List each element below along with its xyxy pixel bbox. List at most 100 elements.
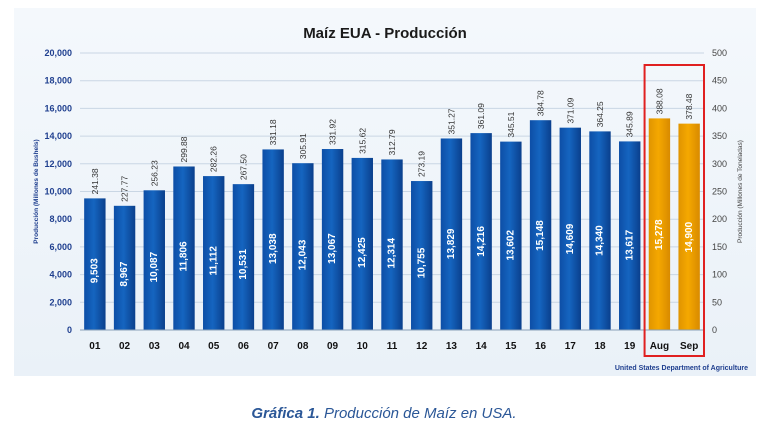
bar-04 xyxy=(173,166,195,330)
y-axis-title: Producción (Millones de Bushels) xyxy=(33,139,40,243)
bar-03 xyxy=(143,190,165,330)
y-tick-label: 2,000 xyxy=(49,297,72,307)
bar-value-label: 14,900 xyxy=(684,221,695,252)
y-tick-label: 16,000 xyxy=(44,103,72,113)
x-tick-label: 18 xyxy=(594,341,606,352)
tonnes-label: 345.89 xyxy=(625,111,635,137)
figure-caption: Gráfica 1. Producción de Maíz en USA. xyxy=(0,405,768,422)
tonnes-label: 315.62 xyxy=(357,128,367,154)
x-tick-label: Aug xyxy=(650,341,669,352)
y-right-axis-title: Producción (Millones de Toneladas) xyxy=(737,140,744,243)
bar-value-label: 12,425 xyxy=(357,237,368,268)
x-tick-label: 11 xyxy=(387,341,398,352)
x-tick-label: 15 xyxy=(505,341,517,352)
bar-value-label: 14,340 xyxy=(595,225,606,256)
bar-value-label: 13,617 xyxy=(624,229,635,260)
bar-10 xyxy=(351,157,373,330)
tonnes-label: 364.25 xyxy=(595,101,605,127)
y-right-tick-label: 200 xyxy=(712,214,727,224)
x-tick-label: 01 xyxy=(89,341,101,352)
x-tick-label: 17 xyxy=(565,341,577,352)
bar-value-label: 8,967 xyxy=(119,261,130,286)
x-tick-label: 04 xyxy=(178,341,190,352)
bar-value-label: 10,531 xyxy=(238,249,249,280)
bar-06 xyxy=(232,184,255,330)
highlight-box xyxy=(643,64,705,357)
y-right-tick-label: 300 xyxy=(712,159,727,169)
y-tick-label: 20,000 xyxy=(44,48,72,58)
x-tick-label: 13 xyxy=(446,341,458,352)
x-tick-label: 12 xyxy=(416,341,428,352)
tonnes-label: 312.79 xyxy=(387,129,397,155)
y-right-tick-label: 150 xyxy=(712,242,727,252)
bar-value-label: 13,038 xyxy=(268,233,279,264)
tonnes-label: 227.77 xyxy=(120,176,130,202)
bar-09 xyxy=(321,149,344,330)
x-tick-label: 08 xyxy=(297,341,309,352)
bar-value-label: 10,087 xyxy=(149,251,160,282)
tonnes-label: 351.27 xyxy=(446,108,456,134)
bar-02 xyxy=(113,205,136,330)
x-tick-label: 19 xyxy=(624,341,636,352)
bar-value-label: 12,314 xyxy=(387,238,398,269)
tonnes-label: 345.51 xyxy=(506,111,516,137)
x-tick-label: 16 xyxy=(535,341,547,352)
tonnes-label: 331.92 xyxy=(328,119,338,145)
x-tick-label: 03 xyxy=(149,341,161,352)
y-right-tick-label: 500 xyxy=(712,48,727,58)
bar-01 xyxy=(84,198,106,330)
x-tick-label: 07 xyxy=(268,341,280,352)
bar-value-label: 10,755 xyxy=(416,247,427,278)
y-right-tick-label: 400 xyxy=(712,103,727,113)
y-tick-label: 10,000 xyxy=(44,187,72,197)
tonnes-label: 371.09 xyxy=(565,97,575,123)
y-tick-label: 14,000 xyxy=(44,131,72,141)
y-right-tick-label: 250 xyxy=(712,187,727,197)
y-right-tick-label: 350 xyxy=(712,131,727,141)
bar-15 xyxy=(500,141,522,330)
bar-14 xyxy=(470,133,492,330)
bar-value-label: 14,216 xyxy=(476,226,487,257)
y-tick-label: 18,000 xyxy=(44,76,72,86)
x-tick-label: 05 xyxy=(208,341,220,352)
bar-19 xyxy=(619,141,641,330)
y-tick-label: 8,000 xyxy=(49,214,72,224)
bar-chart: Maíz EUA - Producción 0 0 2,000 50 4,000 100 6,… xyxy=(33,25,748,372)
x-tick-label: 10 xyxy=(357,341,369,352)
x-tick-label: 09 xyxy=(327,341,339,352)
y-tick-label: 4,000 xyxy=(49,270,72,280)
caption-lead: Gráfica 1. xyxy=(251,405,320,422)
tonnes-label: 331.18 xyxy=(268,119,278,145)
y-right-tick-label: 0 xyxy=(712,325,717,335)
bar-value-label: 11,112 xyxy=(208,246,219,276)
tonnes-label: 388.08 xyxy=(654,88,664,114)
x-tick-label: Sep xyxy=(680,341,698,352)
bar-11 xyxy=(381,159,403,330)
bar-13 xyxy=(440,138,463,330)
source-note: United States Department of Agriculture xyxy=(615,365,748,372)
y-tick-label: 12,000 xyxy=(44,159,72,169)
tonnes-label: 378.48 xyxy=(684,93,694,119)
bar-value-label: 13,602 xyxy=(505,229,516,260)
y-tick-label: 0 xyxy=(67,325,72,335)
bar-Sep xyxy=(678,123,700,330)
bar-17 xyxy=(559,127,581,331)
bar-16 xyxy=(529,120,552,331)
bar-value-label: 12,043 xyxy=(297,239,308,270)
y-right-tick-label: 100 xyxy=(712,270,727,280)
x-tick-label: 06 xyxy=(238,341,250,352)
bar-value-label: 13,829 xyxy=(446,228,457,259)
bar-12 xyxy=(411,181,433,330)
bar-07 xyxy=(262,149,284,330)
bar-Aug xyxy=(648,118,671,331)
tonnes-label: 256.23 xyxy=(149,160,159,186)
bar-value-label: 14,609 xyxy=(565,223,576,254)
bar-value-label: 15,278 xyxy=(654,219,665,250)
tonnes-label: 305.91 xyxy=(298,133,308,159)
bar-value-label: 15,148 xyxy=(535,220,546,251)
tonnes-label: 361.09 xyxy=(476,103,486,129)
chart-panel: Maíz EUA - Producción 0 0 2,000 50 4,000 100 6,… xyxy=(14,8,756,376)
tonnes-label: 241.38 xyxy=(90,168,100,194)
x-tick-label: 14 xyxy=(476,341,488,352)
bar-value-label: 13,067 xyxy=(327,233,338,264)
